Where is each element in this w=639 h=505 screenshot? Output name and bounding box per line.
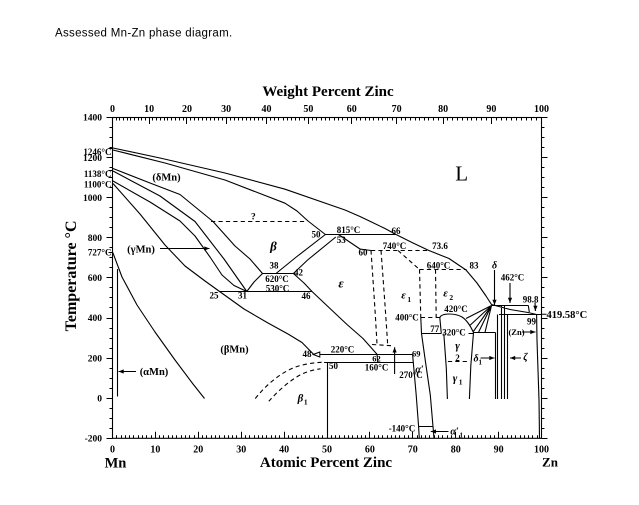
svg-text:90: 90 [486, 104, 496, 115]
svg-text:90: 90 [494, 445, 504, 456]
svg-text:640°C: 640°C [427, 261, 451, 271]
svg-text:ε: ε [338, 276, 344, 291]
svg-text:419.58°C: 419.58°C [547, 310, 588, 321]
svg-text:0: 0 [97, 394, 102, 404]
svg-text:α′: α′ [450, 427, 459, 438]
svg-text:31: 31 [238, 291, 248, 301]
svg-text:10: 10 [150, 445, 160, 456]
svg-text:Mn: Mn [105, 456, 127, 472]
svg-text:1: 1 [459, 378, 463, 387]
svg-text:0: 0 [110, 445, 115, 456]
svg-text:1: 1 [304, 398, 308, 407]
svg-text:25: 25 [210, 291, 220, 301]
svg-text:30: 30 [236, 445, 246, 456]
svg-text:(αMn): (αMn) [140, 367, 169, 378]
svg-text:ε: ε [443, 288, 448, 300]
svg-text:800: 800 [88, 234, 103, 244]
svg-text:50: 50 [329, 361, 339, 371]
svg-text:53: 53 [337, 235, 347, 245]
svg-text:69: 69 [412, 349, 421, 359]
svg-text:Zn: Zn [542, 455, 559, 470]
svg-text:600: 600 [88, 274, 103, 284]
svg-text:220°C: 220°C [331, 344, 355, 354]
svg-text:20: 20 [193, 445, 203, 456]
svg-text:60: 60 [347, 104, 357, 115]
svg-text:50: 50 [303, 104, 313, 115]
svg-text:β: β [269, 239, 277, 254]
svg-text:1: 1 [407, 295, 411, 304]
svg-text:-140°C: -140°C [389, 423, 416, 433]
svg-text:73.6: 73.6 [432, 241, 448, 251]
svg-text:200: 200 [88, 354, 103, 364]
svg-text:400°C: 400°C [395, 313, 419, 323]
svg-text:(δMn): (δMn) [152, 173, 181, 184]
svg-text:620°C: 620°C [265, 274, 289, 284]
svg-text:50: 50 [322, 445, 332, 456]
svg-text:66: 66 [392, 226, 402, 236]
svg-text:83: 83 [470, 261, 480, 271]
svg-text:Assessed Mn-Zn phase diagram.: Assessed Mn-Zn phase diagram. [55, 28, 232, 40]
svg-text:100: 100 [534, 445, 549, 456]
svg-text:160°C: 160°C [365, 362, 389, 372]
svg-text:δ: δ [492, 261, 497, 272]
svg-text:70: 70 [408, 445, 418, 456]
svg-text:Weight Percent Zinc: Weight Percent Zinc [262, 84, 394, 100]
svg-text:462°C: 462°C [501, 272, 525, 282]
svg-text:727°C: 727°C [88, 248, 112, 258]
svg-text:1138°C: 1138°C [84, 169, 112, 179]
svg-text:62: 62 [372, 353, 381, 363]
svg-text:38: 38 [270, 261, 280, 271]
svg-text:50: 50 [312, 229, 322, 239]
svg-text:60: 60 [365, 445, 375, 456]
svg-text:70: 70 [392, 104, 402, 115]
svg-text:40: 40 [262, 104, 272, 115]
svg-text:Temperature °C: Temperature °C [63, 220, 80, 331]
svg-text:42: 42 [294, 268, 304, 278]
svg-text:γ: γ [453, 373, 458, 385]
svg-text:1200: 1200 [83, 154, 102, 164]
svg-text:?: ? [251, 213, 256, 223]
svg-text:99: 99 [527, 316, 537, 326]
svg-text:420°C: 420°C [444, 304, 468, 314]
svg-text:1: 1 [460, 432, 464, 440]
svg-text:α′: α′ [415, 365, 424, 376]
svg-text:L: L [455, 162, 468, 186]
svg-text:2: 2 [449, 293, 453, 302]
svg-text:80: 80 [451, 445, 461, 456]
svg-text:δ: δ [473, 354, 478, 365]
svg-text:ζ: ζ [523, 352, 528, 363]
svg-text:80: 80 [438, 104, 448, 115]
svg-text:320°C: 320°C [442, 328, 466, 338]
svg-text:400: 400 [88, 314, 103, 324]
svg-text:γ: γ [455, 340, 460, 352]
svg-text:2: 2 [455, 353, 460, 363]
svg-text:20: 20 [182, 104, 192, 115]
svg-text:1: 1 [479, 359, 483, 367]
svg-text:270°C: 270°C [399, 370, 423, 380]
svg-text:1000: 1000 [83, 194, 102, 204]
svg-text:(Zn): (Zn) [508, 327, 524, 337]
svg-text:40: 40 [279, 445, 289, 456]
svg-text:(γMn): (γMn) [127, 245, 155, 256]
svg-text:46: 46 [302, 291, 312, 301]
svg-text:1100°C: 1100°C [84, 180, 112, 190]
svg-text:815°C: 815°C [337, 225, 361, 235]
svg-text:1400: 1400 [83, 114, 102, 124]
svg-text:100: 100 [534, 104, 549, 115]
svg-text:ε: ε [401, 290, 406, 302]
svg-text:0: 0 [110, 104, 115, 115]
svg-text:-200: -200 [85, 435, 103, 445]
svg-text:530°C: 530°C [266, 283, 290, 293]
svg-text:1246°C: 1246°C [83, 147, 111, 157]
svg-text:77: 77 [430, 324, 440, 334]
svg-text:Atomic Percent Zinc: Atomic Percent Zinc [260, 455, 393, 471]
svg-text:98.8: 98.8 [523, 294, 539, 304]
svg-text:(βMn): (βMn) [220, 345, 249, 356]
svg-text:48: 48 [303, 349, 313, 359]
svg-text:740°C: 740°C [383, 241, 407, 251]
svg-text:β: β [297, 393, 304, 405]
svg-text:30: 30 [221, 104, 231, 115]
svg-text:60: 60 [359, 248, 369, 258]
svg-text:10: 10 [144, 104, 154, 115]
